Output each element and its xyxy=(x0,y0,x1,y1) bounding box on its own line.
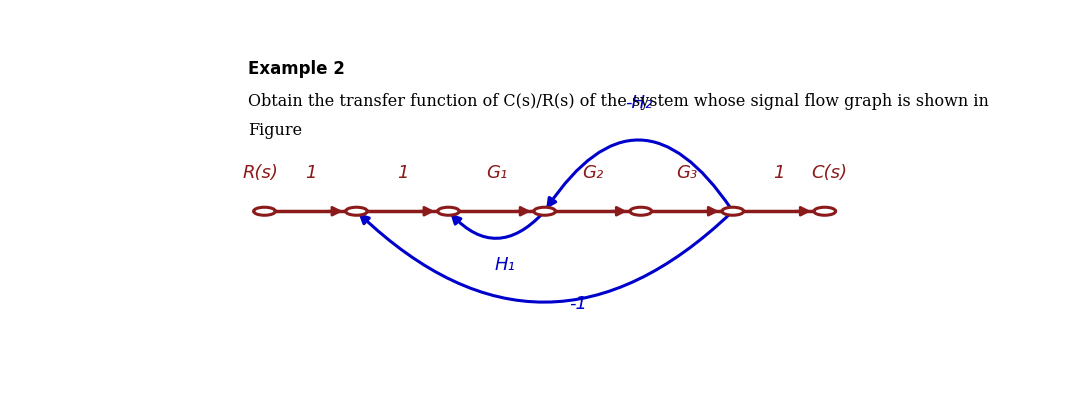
Text: C(s): C(s) xyxy=(811,164,847,182)
Text: 1: 1 xyxy=(304,164,316,182)
Circle shape xyxy=(345,207,367,215)
Text: Example 2: Example 2 xyxy=(248,60,344,78)
Circle shape xyxy=(722,207,743,215)
Text: -H₂: -H₂ xyxy=(625,94,653,112)
Text: G₁: G₁ xyxy=(486,164,507,182)
Text: G₃: G₃ xyxy=(677,164,697,182)
Circle shape xyxy=(814,207,835,215)
Text: -1: -1 xyxy=(569,295,587,313)
Circle shape xyxy=(438,207,460,215)
Text: H₁: H₁ xyxy=(494,256,516,274)
Circle shape xyxy=(254,207,275,215)
Text: Obtain the transfer function of C(s)/R(s) of the system whose signal flow graph : Obtain the transfer function of C(s)/R(s… xyxy=(248,93,988,110)
Circle shape xyxy=(630,207,652,215)
Text: 1: 1 xyxy=(397,164,408,182)
Text: G₂: G₂ xyxy=(582,164,603,182)
Circle shape xyxy=(534,207,556,215)
Text: R(s): R(s) xyxy=(243,164,278,182)
Text: 1: 1 xyxy=(773,164,784,182)
Text: Figure: Figure xyxy=(248,122,302,139)
